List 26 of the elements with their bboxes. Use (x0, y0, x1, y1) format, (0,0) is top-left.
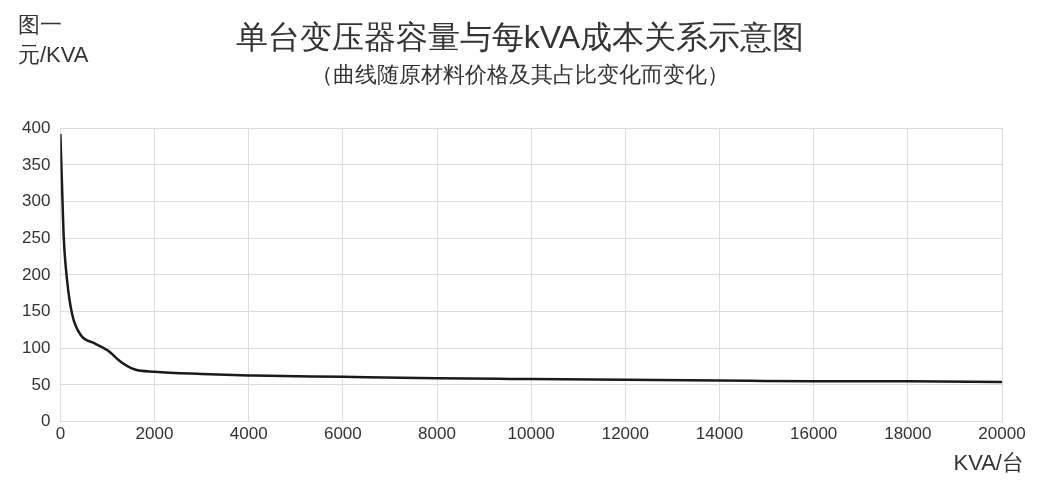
x-tick-label: 14000 (695, 424, 744, 444)
x-tick-label: 0 (55, 424, 66, 444)
x-tick-label: 18000 (884, 424, 932, 444)
x-tick-label: 10000 (507, 424, 555, 444)
y-tick-label: 50 (31, 374, 51, 394)
chart-subtitle: （曲线随原材料价格及其占比变化而变化） (311, 62, 729, 87)
y-tick-label: 250 (21, 227, 51, 247)
y-tick-label: 300 (21, 191, 51, 211)
x-tick-label: 4000 (229, 424, 268, 444)
y-tick-label: 200 (21, 264, 51, 284)
x-tick-label: 16000 (790, 424, 838, 444)
x-tick-label: 12000 (601, 424, 649, 444)
x-tick-label: 8000 (418, 424, 456, 444)
x-tick-label: 2000 (135, 424, 174, 444)
y-tick-label: 350 (21, 154, 51, 174)
y-tick-label: 0 (40, 411, 51, 431)
x-tick-label: 6000 (323, 424, 362, 444)
x-axis-title: KVA/台 (952, 449, 1025, 477)
text: 图一 (18, 11, 63, 39)
chart-title: 单台变压器容量与每kVA成本关系示意图 (235, 19, 805, 55)
y-tick-label: 400 (21, 117, 51, 137)
x-tick-label: 20000 (978, 424, 1026, 444)
y-tick-label: 150 (21, 301, 51, 321)
line-series (60, 132, 1002, 384)
y-tick-label: 100 (21, 337, 51, 357)
y-axis-title: 元/KVA (18, 41, 89, 69)
